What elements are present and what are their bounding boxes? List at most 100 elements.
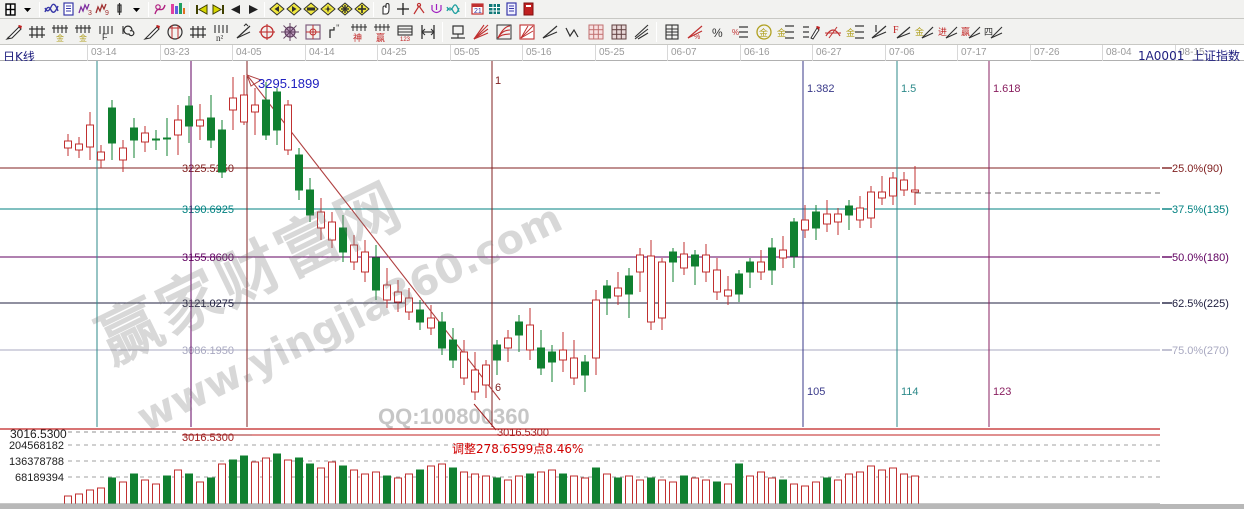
ladder-steps-icon[interactable] xyxy=(660,20,683,43)
slope-grid-icon[interactable] xyxy=(630,20,653,43)
gold-grid-a-icon[interactable]: 金 xyxy=(48,20,71,43)
target-icon[interactable] xyxy=(255,20,278,43)
step-line-icon[interactable]: " xyxy=(324,20,347,43)
n-squared-icon[interactable]: n² xyxy=(209,20,232,43)
nav-center-icon[interactable] xyxy=(302,1,319,18)
candle-body xyxy=(911,189,919,193)
svg-text:金: 金 xyxy=(777,27,786,39)
volume-chart-panel[interactable]: 204568182 136378788 68189394 xyxy=(0,427,1244,509)
fan-f-icon[interactable]: F xyxy=(94,20,117,43)
percent-fib-icon[interactable]: % xyxy=(683,20,706,43)
date-tick-label: 06-16 xyxy=(744,47,770,58)
red-chars-a-icon[interactable]: 进 xyxy=(936,20,959,43)
pen-red-icon[interactable] xyxy=(140,20,163,43)
candlestick xyxy=(856,196,864,228)
nav-cross-icon[interactable] xyxy=(353,1,370,18)
nav-right-icon[interactable] xyxy=(285,1,302,18)
multi-chart-icon[interactable] xyxy=(43,1,60,18)
angle-pair-icon[interactable] xyxy=(538,20,561,43)
last-page-icon[interactable] xyxy=(210,1,227,18)
calendar-21-icon[interactable]: 21 xyxy=(469,1,486,18)
speed-fan-icon[interactable] xyxy=(515,20,538,43)
box-range-icon[interactable] xyxy=(446,20,469,43)
cycle-grid-icon[interactable] xyxy=(301,20,324,43)
hand-pan-icon[interactable] xyxy=(377,1,394,18)
horizontal-scrollbar[interactable] xyxy=(0,504,1244,509)
volume-bar xyxy=(317,467,325,505)
date-tick-mark xyxy=(87,45,88,61)
candlestick xyxy=(438,312,446,355)
calendar-period-icon[interactable] xyxy=(2,1,19,18)
toolbar-primary: 3 9 xyxy=(0,0,1244,19)
volume-bar xyxy=(625,475,633,505)
gann-grid-2-icon[interactable] xyxy=(186,20,209,43)
span-arrow-icon[interactable] xyxy=(416,20,439,43)
color-bars-icon[interactable] xyxy=(169,1,186,18)
candlestick xyxy=(383,268,391,308)
period-dropdown-icon[interactable] xyxy=(19,1,36,18)
red-chars-b-icon[interactable]: 赢 xyxy=(959,20,982,43)
candle-body xyxy=(196,119,204,127)
date-tick-mark xyxy=(522,45,523,61)
crosshair-icon[interactable] xyxy=(394,1,411,18)
pitchfork-icon[interactable] xyxy=(428,1,445,18)
circle-cycle-icon[interactable] xyxy=(163,20,186,43)
ladder-icon[interactable]: 123 xyxy=(393,20,416,43)
gold-box-icon[interactable]: 金 xyxy=(844,20,867,43)
first-page-icon[interactable] xyxy=(193,1,210,18)
indicator-3-icon[interactable]: 3 xyxy=(77,1,94,18)
candlestick xyxy=(735,270,743,302)
shen-icon[interactable]: 神 xyxy=(347,20,370,43)
candle-body xyxy=(97,151,105,161)
next-page-icon[interactable] xyxy=(244,1,261,18)
vertical-bar-icon[interactable] xyxy=(111,1,128,18)
nav-burst-icon[interactable] xyxy=(336,1,353,18)
grid-pink-icon[interactable] xyxy=(584,20,607,43)
fan-lines-icon[interactable] xyxy=(469,20,492,43)
fan-f2-icon[interactable]: F xyxy=(890,20,913,43)
prev-page-icon[interactable] xyxy=(227,1,244,18)
fork-tool-icon[interactable] xyxy=(411,1,428,18)
candle-body xyxy=(570,357,578,379)
candle-body xyxy=(746,261,754,273)
pen-gold-icon[interactable] xyxy=(798,20,821,43)
arc-red-icon[interactable] xyxy=(821,20,844,43)
pen-draw-icon[interactable] xyxy=(2,20,25,43)
percent-lines-icon[interactable]: % xyxy=(729,20,752,43)
ying-icon[interactable]: 赢 xyxy=(370,20,393,43)
candle-body xyxy=(702,254,710,273)
scribble-icon[interactable] xyxy=(152,1,169,18)
percent-icon[interactable]: % xyxy=(706,20,729,43)
notes-icon[interactable] xyxy=(503,1,520,18)
gold-lines-icon[interactable]: 金 xyxy=(775,20,798,43)
volume-bar xyxy=(746,475,754,505)
nav-left-icon[interactable] xyxy=(268,1,285,18)
gold-grid-b-icon[interactable]: 金 xyxy=(71,20,94,43)
price-chart-panel[interactable]: 3225.5250 25.0%(90) 3190.6925 37.5%(135) 315… xyxy=(0,61,1244,427)
indicator-9-icon[interactable]: 9 xyxy=(94,1,111,18)
nav-star-icon[interactable] xyxy=(319,1,336,18)
compass-icon[interactable] xyxy=(278,20,301,43)
gold-circle-icon[interactable]: 金 xyxy=(752,20,775,43)
volume-bar xyxy=(306,463,314,505)
candlestick xyxy=(548,345,556,382)
date-axis: 03-14 03-23 04-05 04-14 04-25 05-05 05-16 05-25… xyxy=(0,45,1244,61)
grid-dark-icon[interactable] xyxy=(607,20,630,43)
four-lines-icon[interactable]: 四 xyxy=(982,20,1005,43)
date-tick-mark xyxy=(377,45,378,61)
report-icon[interactable] xyxy=(60,1,77,18)
red-book-icon[interactable] xyxy=(520,1,537,18)
zigzag-icon[interactable] xyxy=(561,20,584,43)
waves-icon[interactable] xyxy=(445,1,462,18)
arc-fan-icon[interactable] xyxy=(492,20,515,43)
gold-slope-icon[interactable]: 金 xyxy=(913,20,936,43)
grid-data-icon[interactable] xyxy=(486,1,503,18)
bar-dropdown-icon[interactable] xyxy=(128,1,145,18)
gann-grid-icon[interactable] xyxy=(25,20,48,43)
candlestick xyxy=(559,332,567,372)
angle-j-icon[interactable] xyxy=(867,20,890,43)
angle-line-icon[interactable] xyxy=(232,20,255,43)
spiral-icon[interactable] xyxy=(117,20,140,43)
date-tick-label: 05-16 xyxy=(526,47,552,58)
candle-body xyxy=(504,337,512,349)
